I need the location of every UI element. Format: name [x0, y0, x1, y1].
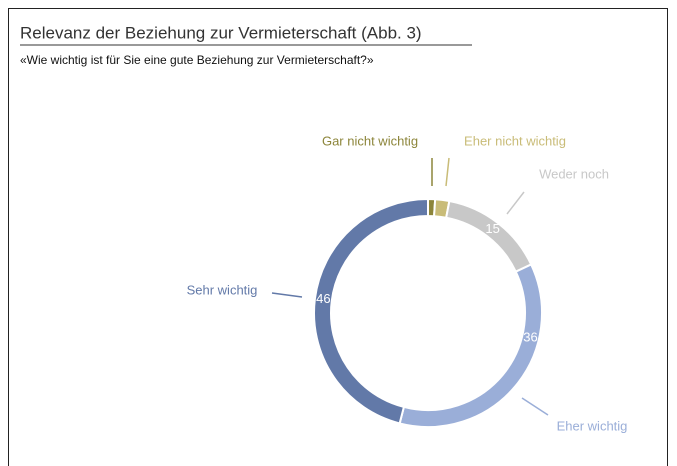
leader-line [506, 191, 525, 215]
category-label: Eher wichtig [557, 418, 628, 433]
chart-title: Relevanz der Beziehung zur Vermieterscha… [20, 23, 422, 42]
category-label: Weder noch [539, 166, 609, 181]
donut-segment [313, 197, 429, 425]
value-label: 46 [316, 291, 330, 306]
category-label: Eher nicht wichtig [464, 133, 566, 148]
leader-line [271, 292, 303, 298]
donut-segment [445, 199, 533, 274]
chart-subtitle: «Wie wichtig ist für Sie eine gute Bezie… [20, 53, 374, 67]
leader-line [521, 397, 549, 416]
value-label: 36 [523, 329, 537, 344]
leader-line [445, 157, 450, 187]
category-label: Sehr wichtig [187, 282, 258, 297]
frame [8, 8, 668, 466]
category-label: Gar nicht wichtig [322, 133, 418, 148]
donut-segment [398, 263, 543, 428]
value-label: 15 [485, 221, 499, 236]
